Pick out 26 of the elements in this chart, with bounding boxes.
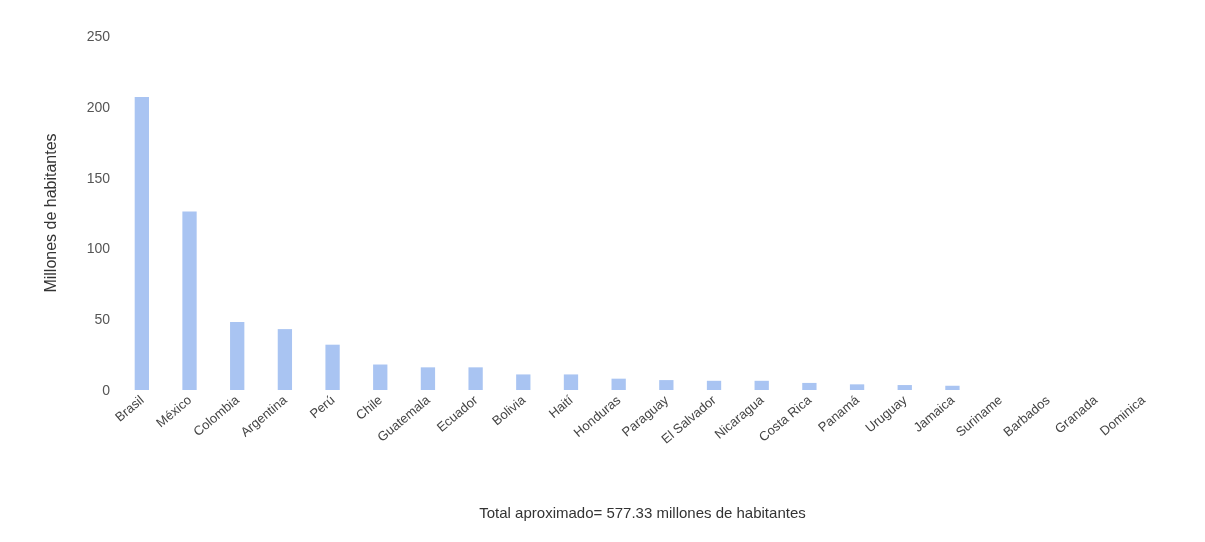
bar [230,322,245,390]
y-tick-label: 200 [86,98,111,115]
bar [516,374,531,390]
bar [420,367,436,390]
y-tick-label: 0 [102,382,111,398]
bar [802,382,817,390]
bar [659,380,674,390]
y-axis-title: Millones de habitantes [41,133,59,293]
bar [706,380,722,390]
bar [182,211,197,390]
bar [897,385,912,390]
bar [849,384,865,390]
y-tick-label: 50 [94,311,111,328]
bar [611,378,626,390]
bar [134,96,149,390]
x-axis-title: Total aproximado= 577.33 millones de habitantes [479,504,806,521]
bar [325,344,340,390]
bar [754,380,769,390]
bar [945,385,960,390]
y-tick-label: 100 [86,240,111,257]
bar [373,364,388,390]
bar [277,329,293,390]
y-tick-label: 250 [86,28,111,44]
bar [468,367,483,390]
y-tick-label: 150 [86,169,111,186]
bar [563,374,579,390]
